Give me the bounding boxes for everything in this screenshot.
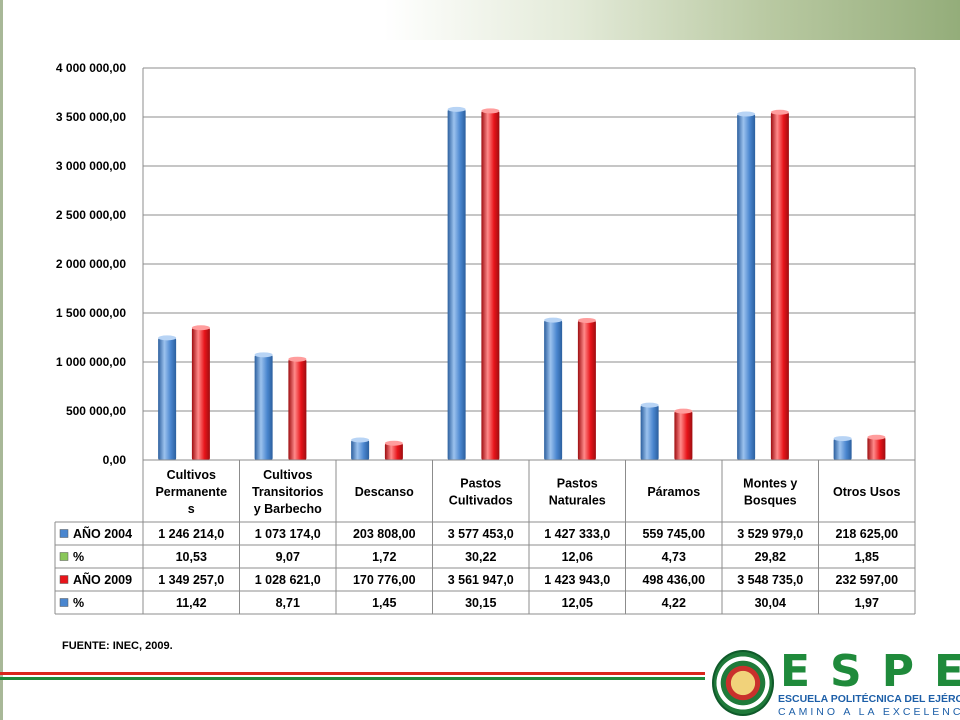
table-cell: 29,82 — [755, 550, 786, 564]
table-cell: 232 597,00 — [835, 573, 898, 587]
bar-chart: 0,00 500 000,00 1 000 000,00 1 500 000,00 2 … — [54, 61, 916, 615]
table-cell: 4,73 — [662, 550, 686, 564]
table-cell: 12,06 — [562, 550, 593, 564]
bar-cap — [191, 325, 210, 331]
y-tick-label: 0,00 — [103, 453, 127, 467]
y-tick-label: 1 500 000,00 — [56, 306, 126, 320]
header-band — [0, 0, 960, 40]
bar-2004 — [737, 114, 756, 460]
bar-2004 — [158, 337, 177, 460]
table-cell: 3 577 453,0 — [448, 527, 514, 541]
bar-cap — [770, 109, 789, 115]
bar-2004 — [254, 354, 273, 460]
bar-cap — [640, 402, 659, 408]
bar-cap — [577, 317, 596, 323]
legend-swatch — [59, 575, 69, 584]
bar-cap — [481, 108, 500, 114]
bar-cap — [867, 434, 886, 440]
table-cell: 170 776,00 — [353, 573, 416, 587]
table-cell: 12,05 — [562, 596, 593, 610]
legend-swatch — [59, 529, 69, 538]
table-cell: 1,97 — [855, 596, 879, 610]
left-edge-line — [0, 0, 3, 720]
table-cell: 1 349 257,0 — [158, 573, 224, 587]
bar-cap — [288, 356, 307, 362]
bar-2009 — [770, 112, 789, 460]
logo-line1: ESCUELA POLITÉCNICA DEL EJÉRCITO — [778, 693, 960, 705]
source-note: FUENTE: INEC, 2009. — [62, 640, 173, 652]
bar-2009 — [288, 359, 307, 460]
bar-2004 — [833, 438, 852, 460]
table-cell: 1 073 174,0 — [255, 527, 321, 541]
bar-cap — [737, 111, 756, 117]
table-cell: 1 427 333,0 — [544, 527, 610, 541]
table-cell: 8,71 — [276, 596, 300, 610]
table-cell: 1 028 621,0 — [255, 573, 321, 587]
category-label: Descanso — [355, 485, 414, 499]
bar-cap — [447, 106, 466, 112]
category-label: Pastos Cultivados — [449, 477, 513, 508]
bar-2009 — [674, 411, 693, 460]
legend-swatch — [59, 598, 69, 607]
table-cell: 1 246 214,0 — [158, 527, 224, 541]
bar-2004 — [351, 440, 370, 460]
table-cell: 9,07 — [276, 550, 300, 564]
table-cell: 11,42 — [176, 596, 207, 610]
bar-2009 — [191, 327, 210, 460]
table-row-label: AÑO 2009 — [73, 572, 132, 587]
y-tick-label: 500 000,00 — [66, 404, 126, 418]
table-cell: 3 548 735,0 — [737, 573, 803, 587]
bar-cap — [351, 437, 370, 443]
table-cell: 3 561 947,0 — [448, 573, 514, 587]
table-cell: 498 436,00 — [642, 573, 705, 587]
legend-swatch — [59, 552, 69, 561]
y-tick-label: 4 000 000,00 — [56, 61, 126, 75]
bar-2004 — [544, 320, 563, 460]
bar-cap — [384, 440, 403, 446]
table-cell: 1,45 — [372, 596, 396, 610]
category-label: Otros Usos — [833, 485, 900, 499]
table-cell: 30,04 — [755, 596, 786, 610]
bar-2004 — [447, 109, 466, 460]
table-cell: 559 745,00 — [642, 527, 705, 541]
category-label: Páramos — [647, 485, 700, 499]
bar-2009 — [481, 110, 500, 460]
category-label: Pastos Naturales — [549, 477, 606, 508]
bar-2009 — [867, 437, 886, 460]
bar-cap — [674, 408, 693, 414]
table-cell: 30,15 — [465, 596, 496, 610]
logo-line2: CAMINO A LA EXCELENCIA — [778, 706, 960, 718]
table-cell: 1,72 — [372, 550, 396, 564]
y-tick-label: 2 500 000,00 — [56, 208, 126, 222]
table-cell: 203 808,00 — [353, 527, 416, 541]
y-tick-label: 2 000 000,00 — [56, 257, 126, 271]
table-row-label: % — [73, 550, 84, 564]
university-seal-icon — [712, 650, 774, 716]
table-cell: 1 423 943,0 — [544, 573, 610, 587]
bar-cap — [254, 352, 273, 358]
bar-cap — [158, 335, 177, 341]
y-tick-label: 1 000 000,00 — [56, 355, 126, 369]
table-row-label: % — [73, 596, 84, 610]
table-cell: 30,22 — [465, 550, 496, 564]
table-row-label: AÑO 2004 — [73, 526, 132, 541]
footer-stripes — [0, 672, 705, 686]
table-cell: 218 625,00 — [835, 527, 898, 541]
category-label: Montes y Bosques — [743, 477, 797, 508]
table-cell: 4,22 — [662, 596, 686, 610]
bar-2009 — [577, 320, 596, 460]
bar-2009 — [384, 443, 403, 460]
bar-cap — [544, 317, 563, 323]
bar-cap — [833, 436, 852, 442]
table-cell: 1,85 — [855, 550, 879, 564]
category-label: Cultivos Transitorios y Barbecho — [252, 468, 324, 516]
category-label: Cultivos Permanente s — [155, 468, 227, 516]
table-cell: 3 529 979,0 — [737, 527, 803, 541]
y-tick-label: 3 000 000,00 — [56, 159, 126, 173]
bar-2004 — [640, 405, 659, 460]
table-cell: 10,53 — [176, 550, 207, 564]
y-tick-label: 3 500 000,00 — [56, 110, 126, 124]
